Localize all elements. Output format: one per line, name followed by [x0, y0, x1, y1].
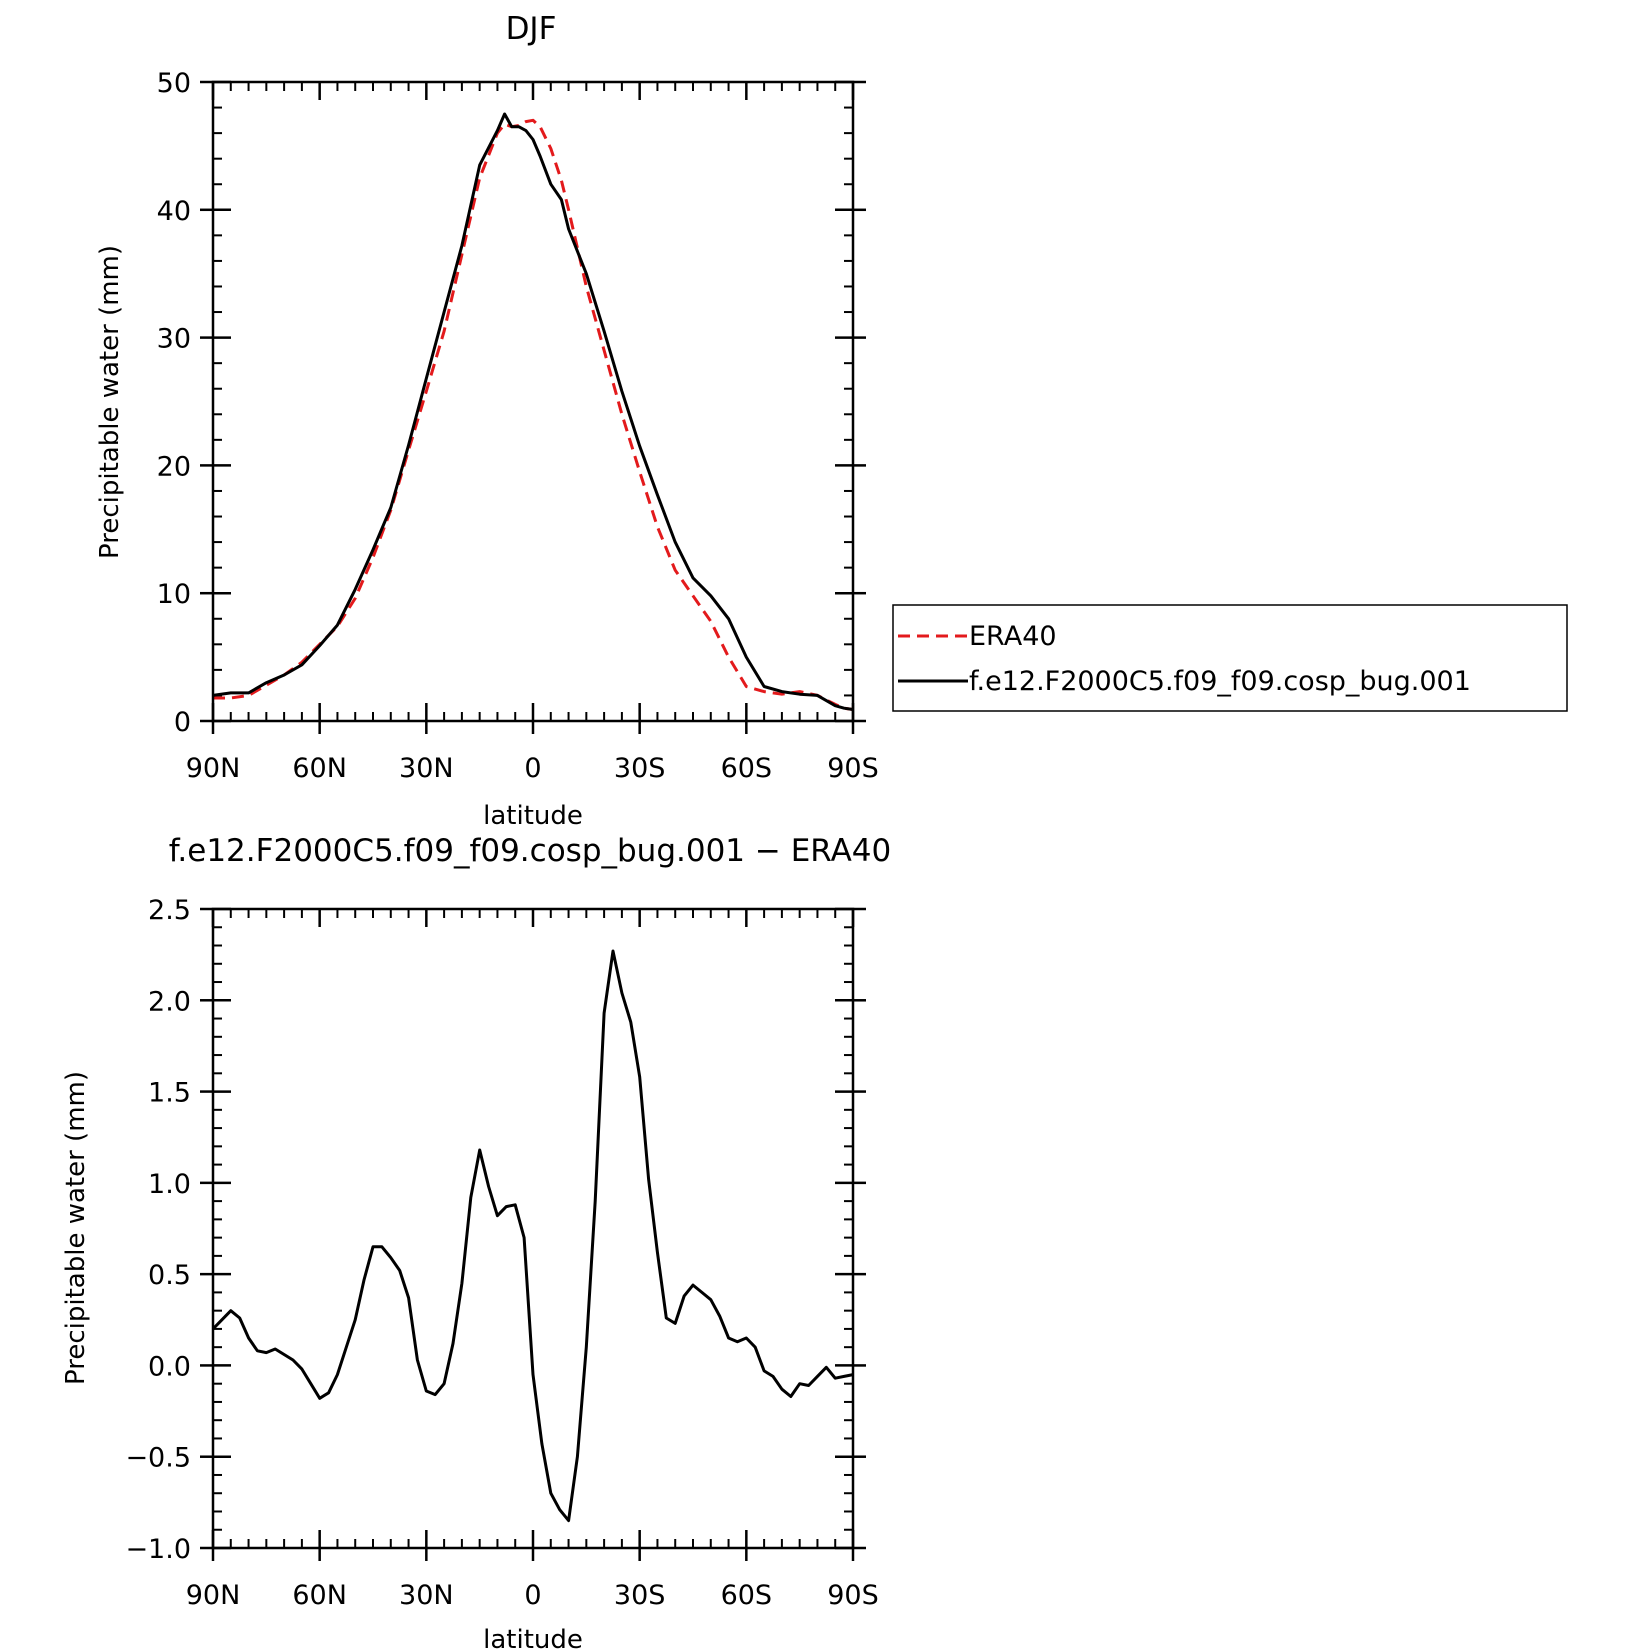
top-y-tick-label: 20 [157, 451, 191, 482]
bottom-y-tick-label: 0.5 [148, 1260, 191, 1291]
bottom-x-tick-label: 30N [399, 1580, 454, 1611]
bottom-plot-lines [211, 949, 854, 1523]
top-series-line-1 [213, 118, 854, 711]
top-panel: DJF 90N 60N 30N 0 30S 60S 90S 0 10 20 30 40 50 lati… [95, 11, 1568, 831]
legend-label-model: f.e12.F2000C5.f09_f09.cosp_bug.001 [969, 666, 1471, 697]
bottom-y-axis-label: Precipitable water (mm) [61, 1071, 91, 1385]
top-x-tick-label: 60N [292, 753, 347, 784]
bottom-y-tick-label: 0.0 [148, 1351, 191, 1382]
bottom-x-ticks: 90N 60N 30N 0 30S 60S 90S [186, 909, 879, 1611]
bottom-x-axis-label: latitude [483, 1625, 583, 1652]
bottom-x-tick-label: 60S [721, 1580, 773, 1611]
top-series-line-2 [212, 112, 854, 711]
bottom-y-tick-label: −0.5 [125, 1443, 191, 1474]
top-y-tick-label: 0 [174, 707, 191, 738]
bottom-plot-frame [211, 907, 855, 1550]
bottom-panel: f.e12.F2000C5.f09_f09.cosp_bug.001 − ERA… [61, 833, 891, 1652]
bottom-y-tick-label: 1.5 [148, 1078, 191, 1109]
bottom-x-tick-label: 90S [827, 1580, 879, 1611]
bottom-x-tick-label: 90N [186, 1580, 241, 1611]
top-x-tick-label: 90N [186, 753, 241, 784]
bottom-x-tick-label: 30S [614, 1580, 666, 1611]
bottom-y-ticks: −1.0 −0.5 0.0 0.5 1.0 1.5 2.0 2.5 [125, 895, 866, 1565]
bottom-y-tick-label: −1.0 [125, 1534, 191, 1565]
top-x-tick-label: 0 [524, 753, 541, 784]
top-y-tick-label: 10 [157, 579, 191, 610]
top-x-axis-label: latitude [483, 801, 583, 831]
bottom-chart-title: f.e12.F2000C5.f09_f09.cosp_bug.001 − ERA… [169, 833, 891, 869]
legend-box [892, 604, 1568, 712]
top-x-ticks: 90N 60N 30N 0 30S 60S 90S [186, 82, 879, 784]
bottom-y-tick-label: 2.5 [148, 895, 191, 926]
top-plot-frame [211, 80, 855, 723]
top-x-tick-label: 90S [827, 753, 879, 784]
top-y-tick-label: 30 [157, 324, 191, 355]
bottom-series-line-1 [211, 949, 854, 1523]
top-y-tick-label: 50 [157, 68, 191, 99]
bottom-x-tick-label: 60N [292, 1580, 347, 1611]
legend-label-era40: ERA40 [969, 621, 1057, 652]
top-plot-lines [212, 112, 854, 711]
top-y-tick-label: 40 [157, 196, 191, 227]
bottom-x-tick-label: 0 [524, 1580, 541, 1611]
legend: ERA40 f.e12.F2000C5.f09_f09.cosp_bug.001 [892, 604, 1568, 712]
bottom-y-tick-label: 2.0 [148, 986, 191, 1017]
top-x-tick-label: 60S [721, 753, 773, 784]
top-y-axis-label: Precipitable water (mm) [95, 245, 125, 559]
bottom-y-tick-label: 1.0 [148, 1169, 191, 1200]
top-y-ticks: 0 10 20 30 40 50 [157, 68, 866, 738]
top-chart-title: DJF [506, 11, 557, 47]
top-x-tick-label: 30S [614, 753, 666, 784]
top-x-tick-label: 30N [399, 753, 454, 784]
